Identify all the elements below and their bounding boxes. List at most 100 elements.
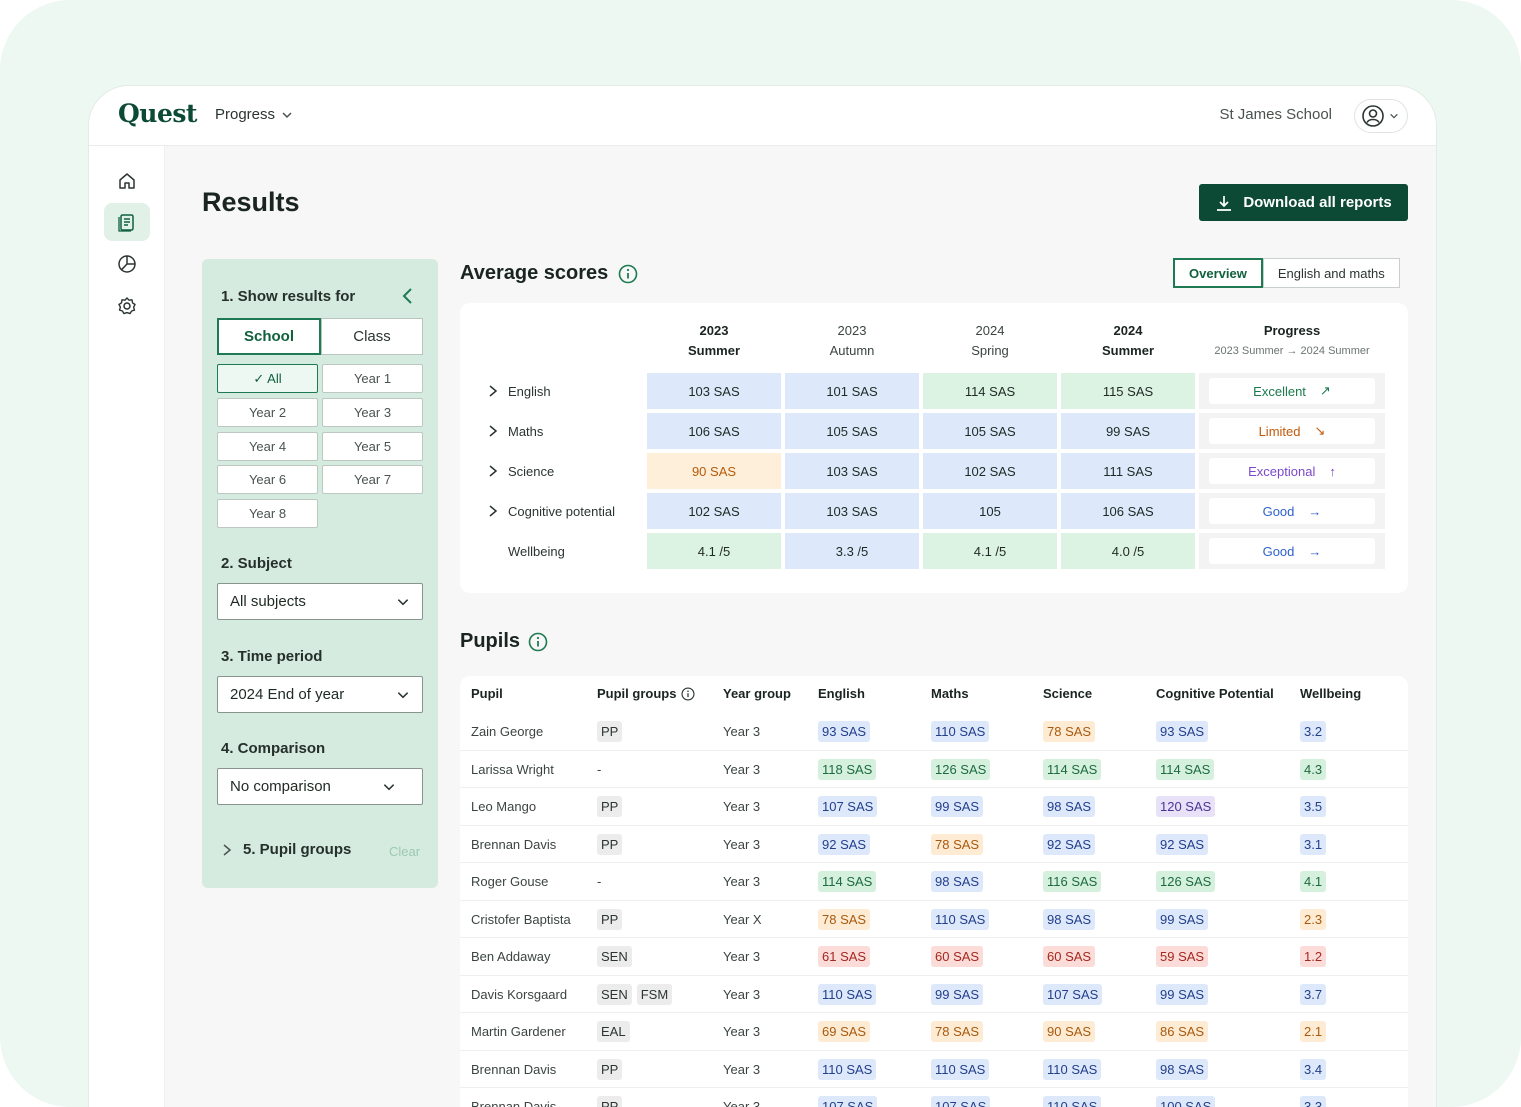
scope-school-button[interactable]: School xyxy=(217,318,321,355)
score-chip: 110 SAS xyxy=(818,983,877,1005)
pupil-name[interactable]: Davis Korsgaard xyxy=(471,986,568,1002)
column-term: Spring xyxy=(971,343,1009,358)
score: 78 SAS xyxy=(818,901,871,938)
home-icon xyxy=(119,173,135,189)
progress-badge[interactable]: Good → xyxy=(1209,538,1375,564)
table-row[interactable]: Brennan Davis PP Year 3 107 SAS 107 SAS 110 S… xyxy=(460,1088,1408,1107)
pupil-groups-toggle[interactable]: 5. Pupil groups xyxy=(221,841,351,858)
year-group: Year 3 xyxy=(723,949,761,964)
brand-logo[interactable]: Quest xyxy=(118,99,197,128)
average-scores-table: 2023 Summer 2023 Autumn 2024 Spring 2024 Summer… xyxy=(460,303,1408,593)
score-chip: 99 SAS xyxy=(931,983,984,1005)
year-3-button[interactable]: Year 3 xyxy=(322,398,423,427)
table-row[interactable]: Leo Mango PP Year 3 107 SAS 99 SAS 98 SAS 120 … xyxy=(460,788,1408,826)
score-cell: 103 SAS xyxy=(647,373,781,409)
progress-badge[interactable]: Excellent ↗ xyxy=(1209,378,1375,404)
pupil-groups: - xyxy=(597,863,601,900)
table-row[interactable]: Brennan Davis PP Year 3 92 SAS 78 SAS 92 SAS 9… xyxy=(460,826,1408,863)
collapse-panel-icon[interactable] xyxy=(401,287,415,305)
filter-panel: 1. Show results for School Class ✓ All Y… xyxy=(202,259,438,888)
row-label[interactable]: Cognitive potential xyxy=(488,493,648,529)
table-row[interactable]: Zain George PP Year 3 93 SAS 110 SAS 78 SAS 93… xyxy=(460,713,1408,751)
progress-badge[interactable]: Exceptional ↑ xyxy=(1209,458,1375,484)
score-chip: 3.5 xyxy=(1300,796,1327,817)
pupil-name[interactable]: Ben Addaway xyxy=(471,949,551,964)
scope-toggle: School Class xyxy=(217,318,423,355)
score: 3.5 xyxy=(1300,788,1327,825)
sidebar-item-home[interactable] xyxy=(104,162,150,200)
info-icon[interactable] xyxy=(618,264,638,284)
page-title: Results xyxy=(202,187,300,217)
pupil-name[interactable]: Brennan Davis xyxy=(471,836,557,852)
table-row[interactable]: Cristofer Baptista PP Year X 78 SAS 110 SAS 9… xyxy=(460,901,1408,938)
score-chip: 99 SAS xyxy=(1156,908,1209,930)
subject-select[interactable]: All subjects xyxy=(217,583,423,620)
time-period-select[interactable]: 2024 End of year xyxy=(217,676,423,713)
table-row[interactable]: Larissa Wright - Year 3 118 SAS 126 SAS 114 S… xyxy=(460,751,1408,788)
download-all-button[interactable]: Download all reports xyxy=(1199,184,1408,221)
progress-menu[interactable]: Progress xyxy=(215,106,293,123)
score-chip: 93 SAS xyxy=(818,721,871,742)
group-tag: SEN xyxy=(597,946,632,967)
row-label[interactable]: English xyxy=(488,373,648,409)
column-header: 2023 Summer xyxy=(647,321,781,361)
progress-badge[interactable]: Good → xyxy=(1209,498,1375,524)
row-label[interactable]: Science xyxy=(488,453,648,489)
pupil-name[interactable]: Zain George xyxy=(471,724,544,739)
year-4-button[interactable]: Year 4 xyxy=(217,432,318,461)
year-1-button[interactable]: Year 1 xyxy=(322,364,423,393)
score-chip: 100 SAS xyxy=(1156,1096,1216,1107)
progress-badge[interactable]: Limited ↘ xyxy=(1209,418,1375,444)
score-chip: 110 SAS xyxy=(931,908,990,930)
info-icon[interactable] xyxy=(528,632,548,652)
average-tabs: Overview English and maths xyxy=(1173,258,1400,288)
tab-overview[interactable]: Overview xyxy=(1173,258,1263,288)
table-row[interactable]: Ben Addaway SEN Year 3 61 SAS 60 SAS 60 SAS 59… xyxy=(460,938,1408,976)
info-icon[interactable] xyxy=(681,686,695,701)
sidebar-item-settings[interactable] xyxy=(104,287,150,325)
pupil-name[interactable]: Martin Gardener xyxy=(471,1024,566,1039)
year-all-button[interactable]: ✓ All xyxy=(217,364,318,393)
score-chip: 114 SAS xyxy=(1156,758,1215,780)
table-row[interactable]: Davis Korsgaard SEN FSM Year 3 110 SAS 99 SAS… xyxy=(460,976,1408,1013)
year-6-button[interactable]: Year 6 xyxy=(217,465,318,494)
scope-class-button[interactable]: Class xyxy=(321,318,423,355)
account-menu[interactable] xyxy=(1354,99,1408,133)
pupil-name[interactable]: Cristofer Baptista xyxy=(471,911,571,927)
year-2-button[interactable]: Year 2 xyxy=(217,398,318,427)
pupil-groups: PP xyxy=(597,1088,627,1107)
year-8-button[interactable]: Year 8 xyxy=(217,499,318,528)
table-header-label: Science xyxy=(1043,686,1093,701)
score-cell: 106 SAS xyxy=(647,413,781,449)
pupil-name[interactable]: Leo Mango xyxy=(471,799,537,814)
show-results-title: 1. Show results for xyxy=(221,288,356,305)
pupil-name[interactable]: Brennan Davis xyxy=(471,1061,557,1077)
sidebar-item-reports[interactable] xyxy=(104,203,150,241)
table-header-label: Pupil xyxy=(471,686,503,701)
table-row[interactable]: Roger Gouse - Year 3 114 SAS 98 SAS 116 SAS 12… xyxy=(460,863,1408,901)
subject-title: 2. Subject xyxy=(221,555,292,572)
score-chip: 110 SAS xyxy=(931,721,990,742)
progress-arrow-icon: ↑ xyxy=(1329,463,1336,479)
year-5-button[interactable]: Year 5 xyxy=(322,432,423,461)
score: 107 SAS xyxy=(818,1088,878,1107)
reports-icon xyxy=(118,214,134,232)
column-header: 2023 Autumn xyxy=(785,321,919,361)
score: 126 SAS xyxy=(931,751,991,788)
score-cell: 4.1 /5 xyxy=(923,533,1057,569)
row-label[interactable]: Maths xyxy=(488,413,648,449)
clear-groups-link[interactable]: Clear xyxy=(389,844,421,859)
download-all-label: Download all reports xyxy=(1243,194,1392,211)
progress-title: Progress xyxy=(1263,323,1321,338)
sidebar-item-analytics[interactable] xyxy=(104,245,150,283)
score-chip: 116 SAS xyxy=(1043,871,1102,892)
tab-english-maths[interactable]: English and maths xyxy=(1262,258,1400,288)
pupil-name[interactable]: Brennan Davis xyxy=(471,1099,557,1107)
pupil-name[interactable]: Roger Gouse xyxy=(471,874,549,889)
table-row[interactable]: Brennan Davis PP Year 3 110 SAS 110 SAS 110 S… xyxy=(460,1051,1408,1088)
table-row[interactable]: Martin Gardener EAL Year 3 69 SAS 78 SAS 90 S… xyxy=(460,1013,1408,1051)
year-7-button[interactable]: Year 7 xyxy=(322,465,423,494)
comparison-select[interactable]: No comparison xyxy=(217,768,423,805)
pupil-name[interactable]: Larissa Wright xyxy=(471,761,554,777)
